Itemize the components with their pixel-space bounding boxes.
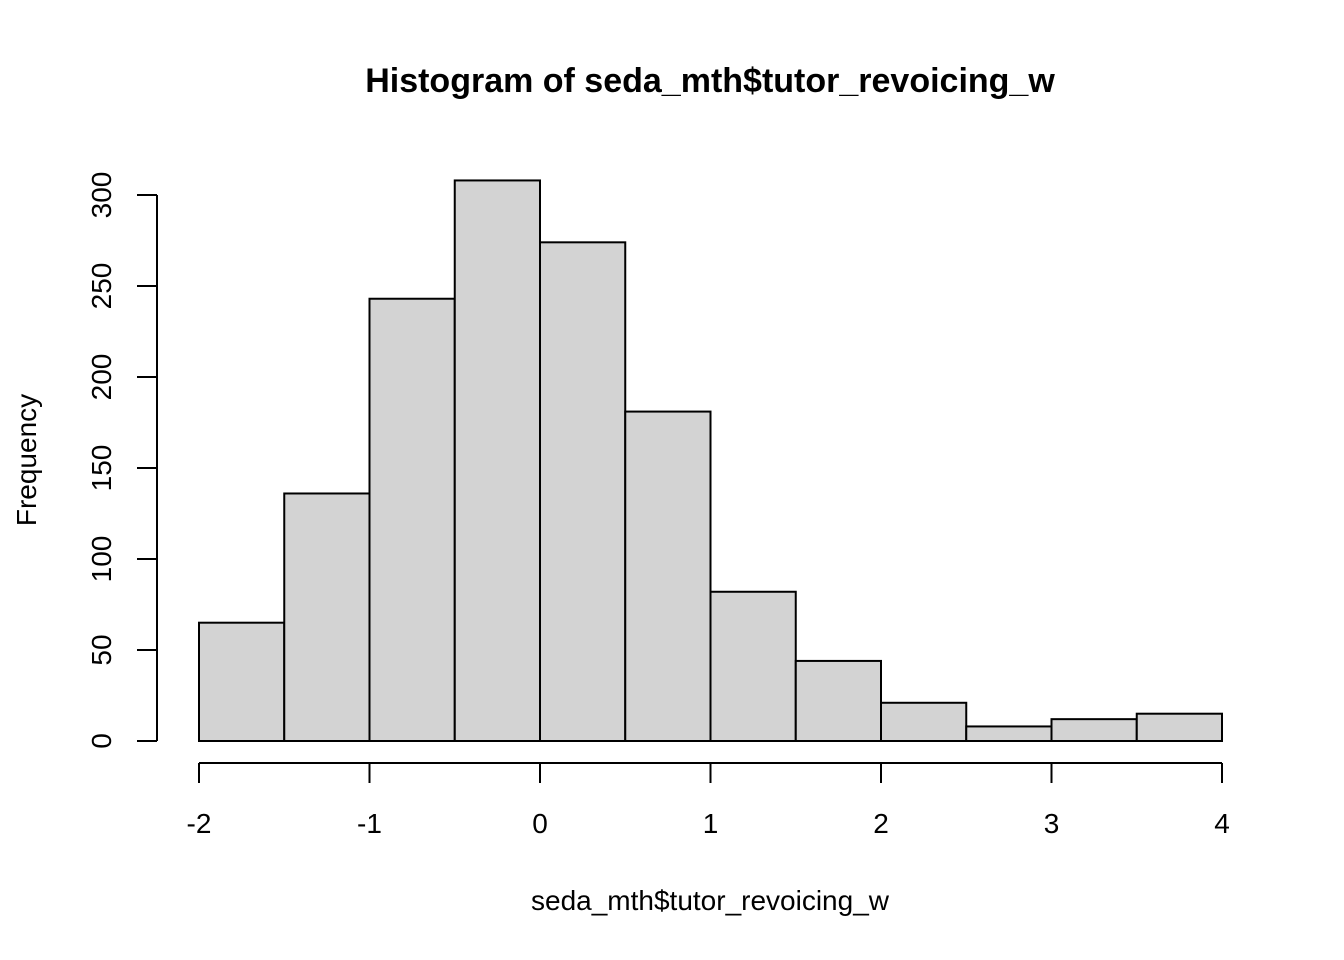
histogram-bar: [368, 297, 456, 742]
histogram-bar: [965, 725, 1053, 743]
histogram-bar: [283, 492, 371, 743]
histogram-bar: [539, 241, 627, 742]
x-tick-label: 0: [532, 808, 548, 839]
histogram-bar: [624, 410, 712, 742]
y-tick-label: 200: [86, 354, 117, 401]
y-tick-label: 250: [86, 263, 117, 310]
histogram-bar: [453, 179, 541, 742]
x-tick-label: -1: [357, 808, 382, 839]
x-tick-label: 1: [703, 808, 719, 839]
histogram-bar: [1050, 718, 1138, 742]
y-tick-label: 150: [86, 445, 117, 492]
y-tick-label: 0: [86, 733, 117, 749]
y-tick-label: 300: [86, 172, 117, 219]
x-axis-label: seda_mth$tutor_revoicing_w: [531, 885, 890, 916]
x-axis: -2 -1 0 1 2 3 4: [187, 762, 1230, 839]
y-axis: 0 50 100 150 200 250 300: [86, 172, 158, 749]
histogram-bar: [198, 621, 286, 743]
histogram-bar: [880, 701, 968, 743]
chart-title: Histogram of seda_mth$tutor_revoicing_w: [365, 62, 1055, 100]
x-tick-label: 3: [1044, 808, 1060, 839]
histogram-bar: [794, 659, 882, 742]
y-tick-label: 50: [86, 634, 117, 665]
histogram-bar: [1135, 712, 1223, 743]
x-tick-label: 4: [1214, 808, 1230, 839]
histogram-bar: [709, 590, 797, 743]
y-tick-label: 100: [86, 536, 117, 583]
y-axis-label: Frequency: [11, 394, 42, 526]
x-tick-label: -2: [187, 808, 212, 839]
bars-group: [198, 179, 1223, 743]
x-tick-label: 2: [873, 808, 889, 839]
